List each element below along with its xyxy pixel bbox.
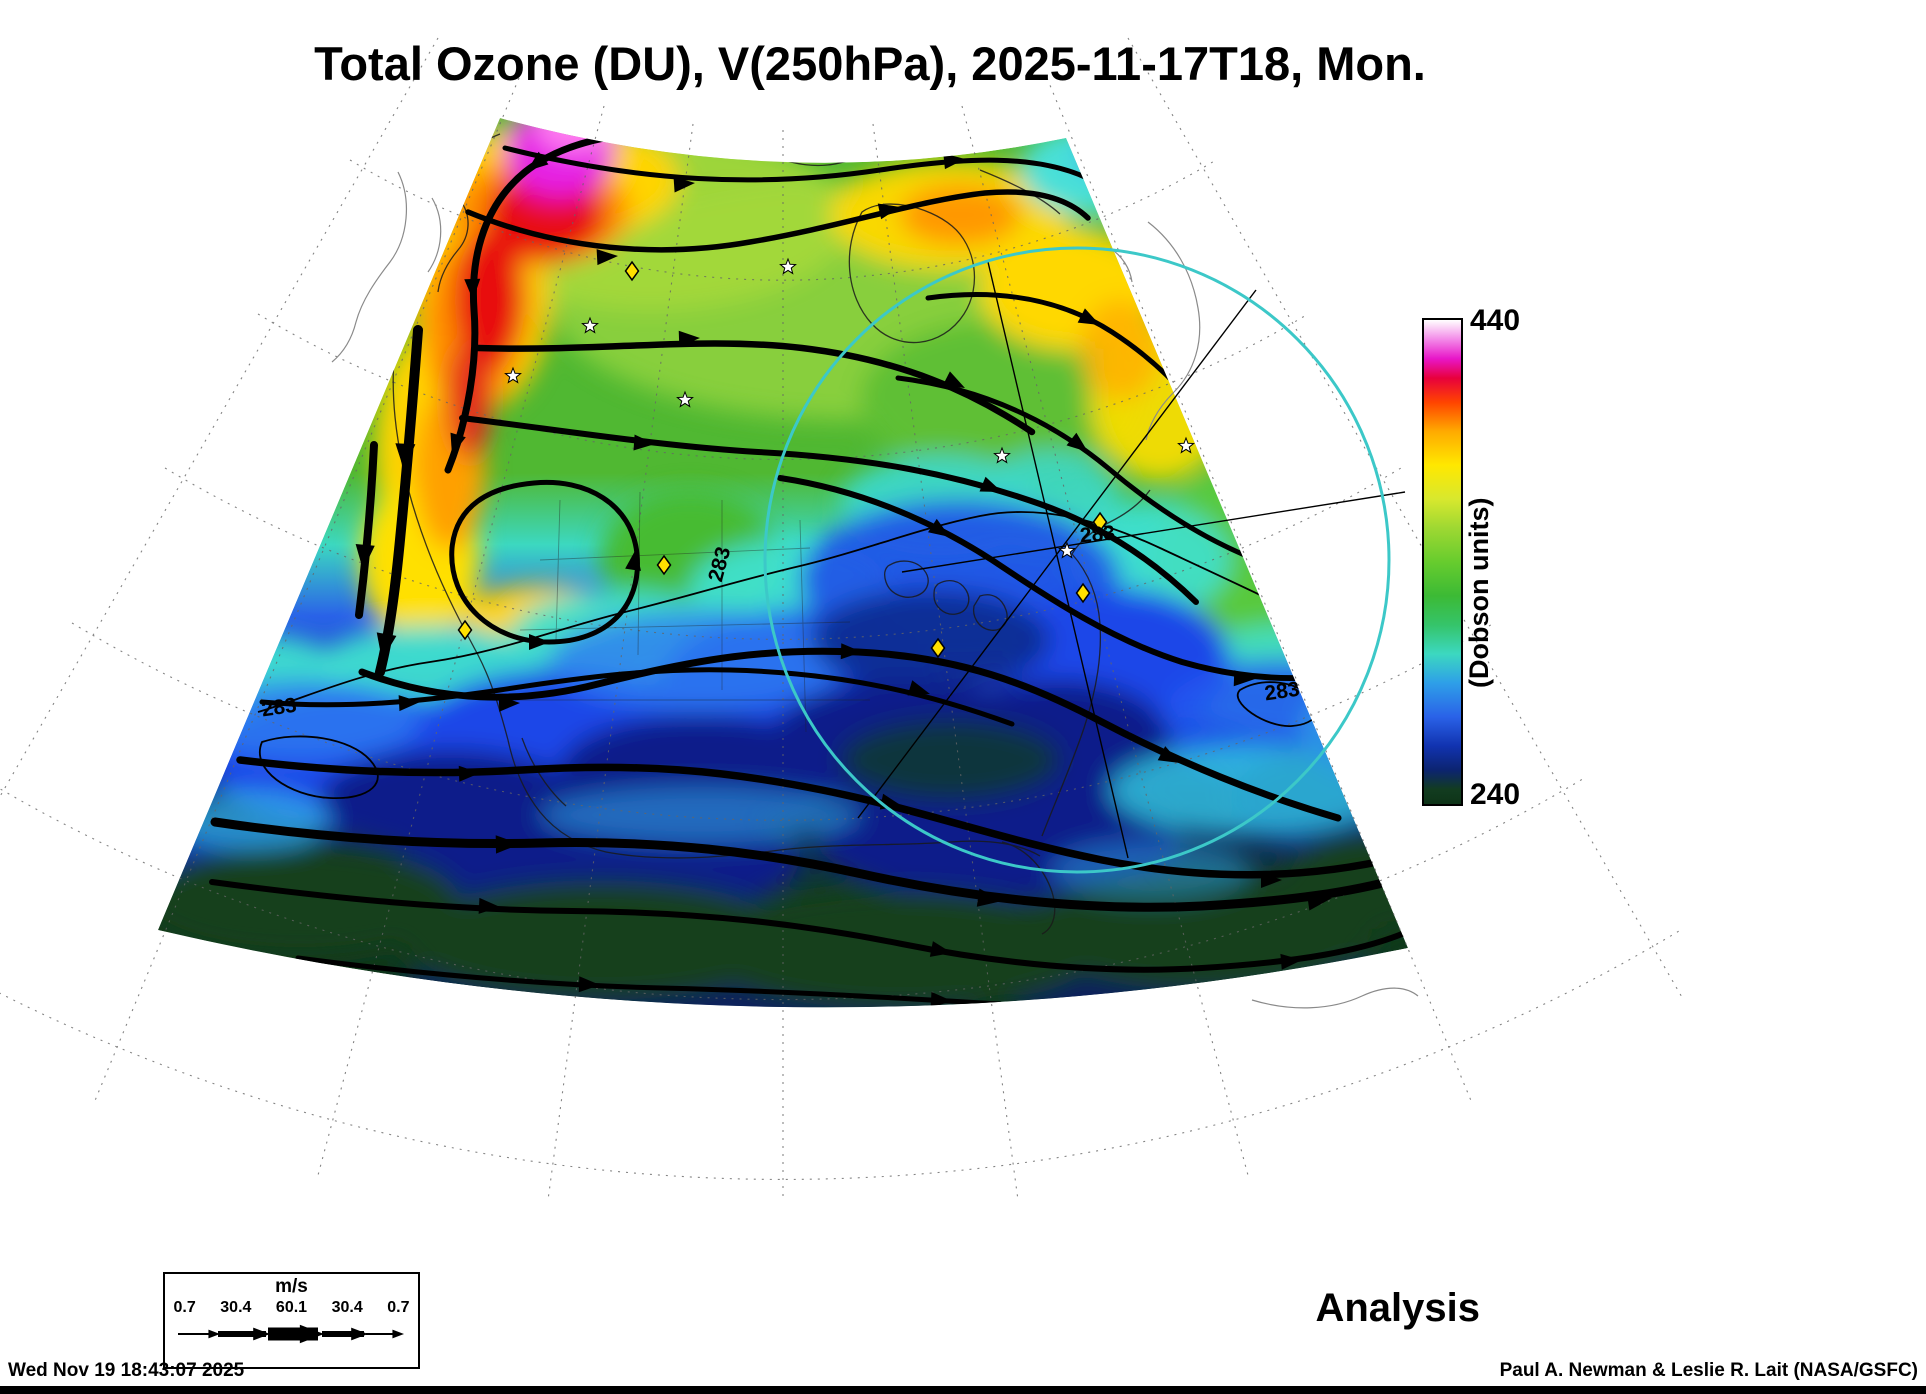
colorbar-max-label: 440 — [1470, 304, 1521, 337]
credit-line: Paul A. Newman & Leslie R. Lait (NASA/GS… — [1499, 1360, 1918, 1381]
contour-labels: 283 283 283 283 — [260, 522, 1301, 722]
contour-label-283: 283 — [1263, 678, 1301, 706]
wind-speed-legend: m/s 0.7 30.4 60.1 30.4 0.7 — [163, 1272, 420, 1369]
wind-tick: 60.1 — [275, 1299, 308, 1316]
bottom-border — [0, 1386, 1926, 1394]
wind-scale-arrow — [177, 1324, 404, 1344]
track-lines — [857, 261, 1406, 859]
analysis-label: Analysis — [1315, 1286, 1480, 1330]
wind-tick: 30.4 — [220, 1299, 252, 1316]
wind-tick: 30.4 — [331, 1299, 363, 1316]
wind-tick: 0.7 — [173, 1299, 196, 1316]
view-circle-overlay — [763, 246, 1391, 874]
colorbar-axis-label: (Dobson units) — [1464, 497, 1494, 688]
creation-timestamp: Wed Nov 19 18:43:07 2025 — [8, 1360, 245, 1381]
contour-label-283: 283 — [260, 694, 298, 722]
contour-label-283: 283 — [1079, 522, 1116, 548]
graticule — [0, 37, 1684, 1201]
wind-tick-labels: 0.7 30.4 60.1 30.4 0.7 — [174, 1299, 410, 1317]
wind-unit-label: m/s — [275, 1276, 308, 1297]
colorbar-min-label: 240 — [1470, 778, 1521, 811]
page-title: Total Ozone (DU), V(250hPa), 2025-11-17T… — [314, 37, 1426, 90]
wind-tick: 0.7 — [387, 1299, 410, 1316]
colorbar-gradient — [1422, 318, 1463, 806]
